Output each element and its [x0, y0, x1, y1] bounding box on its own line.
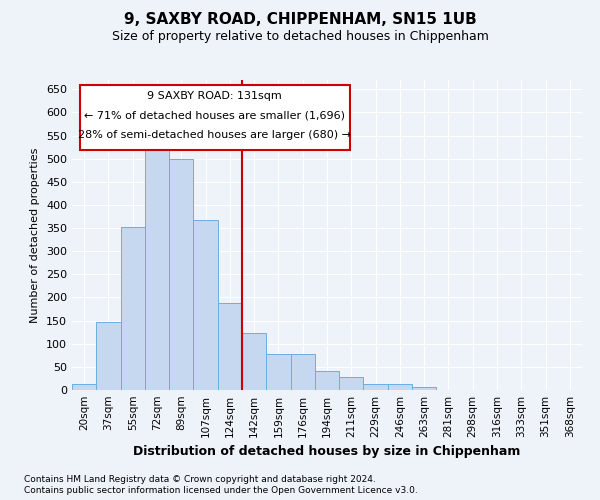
- Bar: [145, 146, 169, 390]
- Text: Size of property relative to detached houses in Chippenham: Size of property relative to detached ho…: [112, 30, 488, 43]
- Bar: [169, 158, 193, 390]
- FancyBboxPatch shape: [80, 84, 350, 150]
- Bar: [242, 333, 266, 390]
- Bar: [266, 354, 290, 390]
- Bar: [315, 372, 339, 390]
- Bar: [121, 226, 145, 390]
- Bar: [364, 384, 388, 390]
- X-axis label: Distribution of detached houses by size in Chippenham: Distribution of detached houses by size …: [133, 446, 521, 458]
- Bar: [290, 354, 315, 390]
- Bar: [412, 387, 436, 390]
- Text: 9 SAXBY ROAD: 131sqm: 9 SAXBY ROAD: 131sqm: [148, 91, 282, 101]
- Text: ← 71% of detached houses are smaller (1,696): ← 71% of detached houses are smaller (1,…: [85, 110, 346, 120]
- Bar: [193, 220, 218, 390]
- Text: Contains HM Land Registry data © Crown copyright and database right 2024.: Contains HM Land Registry data © Crown c…: [24, 475, 376, 484]
- Text: 9, SAXBY ROAD, CHIPPENHAM, SN15 1UB: 9, SAXBY ROAD, CHIPPENHAM, SN15 1UB: [124, 12, 476, 28]
- Bar: [72, 384, 96, 390]
- Bar: [218, 303, 242, 390]
- Text: Contains public sector information licensed under the Open Government Licence v3: Contains public sector information licen…: [24, 486, 418, 495]
- Bar: [339, 377, 364, 390]
- Bar: [388, 384, 412, 390]
- Text: 28% of semi-detached houses are larger (680) →: 28% of semi-detached houses are larger (…: [79, 130, 352, 140]
- Bar: [96, 322, 121, 390]
- Y-axis label: Number of detached properties: Number of detached properties: [31, 148, 40, 322]
